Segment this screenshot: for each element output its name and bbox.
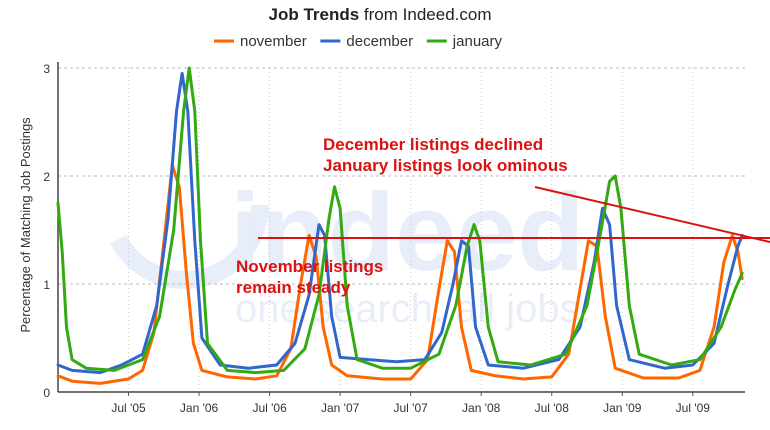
axes: 0 1 2 3 Jul '05 Jan '06 Jul '06 Jan '07 Jul '07 J…: [43, 62, 745, 415]
watermark-swoosh: [101, 121, 269, 289]
chart-title-rest: from Indeed.com: [359, 5, 491, 24]
chart-title: Job Trends from Indeed.com: [269, 5, 492, 24]
annotation-bottom-line2: remain steady: [236, 278, 351, 297]
x-tick-label: Jul '09: [676, 401, 711, 415]
indeed-watermark: indeed one search. all jobs.: [101, 121, 591, 331]
trend-line-declining: [534, 186, 770, 243]
legend-label-january: january: [452, 33, 503, 50]
y-tick-label: 1: [43, 278, 50, 292]
x-tick-label: Jan '08: [462, 401, 501, 415]
series-line-december: [56, 71, 744, 375]
legend-label-december: december: [346, 33, 413, 50]
x-tick-label: Jan '07: [321, 401, 360, 415]
chart-legend: november december january: [214, 33, 502, 50]
series-lines: [56, 66, 744, 385]
x-tick-label: Jul '06: [252, 401, 287, 415]
y-tick-label: 3: [43, 62, 50, 76]
series-line-january: [56, 66, 744, 375]
y-axis-label: Percentage of Matching Job Postings: [18, 117, 33, 333]
x-tick-label: Jan '09: [603, 401, 642, 415]
annotation-top-line1: December listings declined: [323, 135, 543, 154]
annotation-bottom-line1: November listings: [236, 257, 383, 276]
y-tick-label: 0: [43, 386, 50, 400]
x-tick-label: Jul '07: [394, 401, 429, 415]
x-tick-label: Jul '05: [111, 401, 146, 415]
y-tick-label: 2: [43, 170, 50, 184]
legend-label-november: november: [240, 33, 307, 50]
watermark-logo: indeed: [230, 171, 585, 294]
x-tick-label: Jul '08: [535, 401, 570, 415]
annotation-bottom: November listings remain steady: [236, 257, 383, 297]
annotation-top: December listings declined January listi…: [323, 135, 568, 175]
x-tick-label: Jan '06: [180, 401, 219, 415]
annotation-top-line2: January listings look ominous: [323, 156, 568, 175]
chart-title-bold: Job Trends: [269, 5, 360, 24]
